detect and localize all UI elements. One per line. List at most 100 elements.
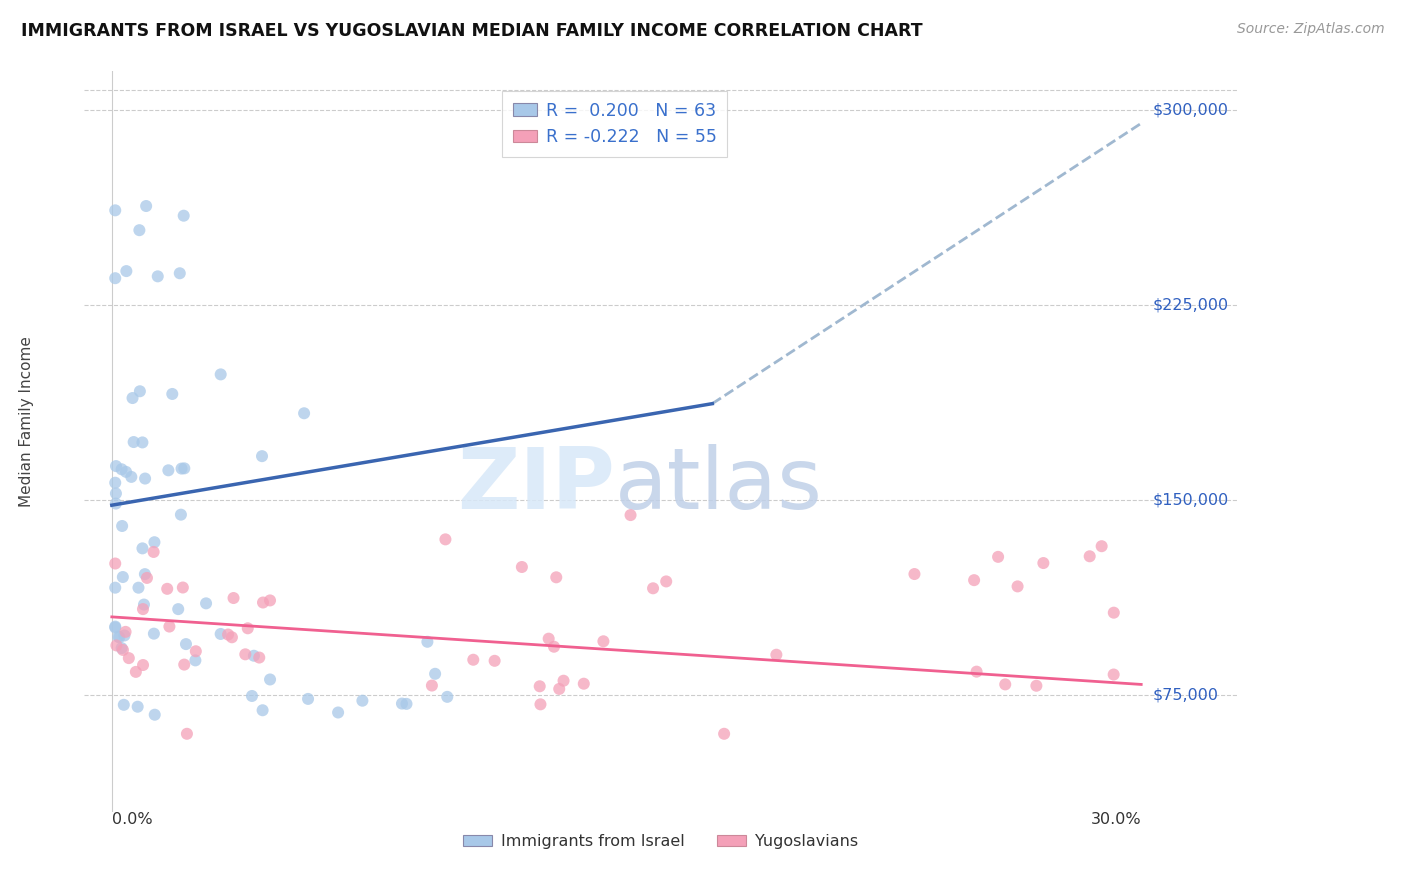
Point: [217, 627, 239, 641]
Point: [104, 621, 127, 635]
Text: Source: ZipAtlas.com: Source: ZipAtlas.com: [1237, 22, 1385, 37]
Point: [104, 581, 127, 595]
Point: [233, 648, 256, 662]
Point: [434, 533, 457, 547]
Point: [297, 692, 319, 706]
Point: [252, 595, 274, 609]
Point: [142, 626, 165, 640]
Point: [987, 549, 1010, 564]
Point: [157, 619, 180, 633]
Point: [134, 471, 156, 485]
Point: [619, 508, 641, 522]
Point: [162, 387, 184, 401]
Point: [120, 470, 142, 484]
Point: [127, 581, 149, 595]
Point: [108, 630, 131, 644]
Point: [537, 632, 560, 646]
Point: [111, 643, 134, 657]
Point: [136, 571, 159, 585]
Point: [391, 697, 413, 711]
Point: [420, 679, 443, 693]
Point: [112, 698, 135, 712]
Point: [963, 573, 986, 587]
Point: [104, 619, 127, 633]
Point: [169, 266, 191, 280]
Point: [125, 665, 148, 679]
Point: [105, 459, 128, 474]
Text: $225,000: $225,000: [1153, 298, 1229, 313]
Point: [118, 651, 141, 665]
Point: [423, 666, 446, 681]
Point: [243, 648, 266, 663]
Point: [1007, 579, 1029, 593]
Point: [195, 596, 218, 610]
Text: IMMIGRANTS FROM ISRAEL VS YUGOSLAVIAN MEDIAN FAMILY INCOME CORRELATION CHART: IMMIGRANTS FROM ISRAEL VS YUGOSLAVIAN ME…: [21, 22, 922, 40]
Point: [128, 384, 150, 399]
Point: [114, 624, 136, 639]
Point: [463, 653, 485, 667]
Point: [142, 545, 165, 559]
Point: [966, 665, 988, 679]
Point: [110, 462, 132, 476]
Point: [184, 653, 207, 667]
Point: [240, 689, 263, 703]
Point: [236, 621, 259, 635]
Point: [111, 519, 134, 533]
Point: [209, 627, 232, 641]
Point: [1102, 606, 1125, 620]
Point: [1078, 549, 1101, 564]
Point: [131, 435, 153, 450]
Point: [128, 223, 150, 237]
Point: [209, 368, 232, 382]
Point: [510, 560, 533, 574]
Point: [107, 630, 129, 644]
Text: $300,000: $300,000: [1153, 103, 1229, 118]
Point: [221, 630, 243, 644]
Point: [546, 570, 568, 584]
Point: [529, 679, 551, 693]
Point: [135, 199, 157, 213]
Text: 0.0%: 0.0%: [112, 812, 152, 827]
Point: [247, 650, 270, 665]
Point: [416, 634, 439, 648]
Point: [184, 644, 207, 658]
Legend: Immigrants from Israel, Yugoslavians: Immigrants from Israel, Yugoslavians: [457, 828, 865, 855]
Point: [1032, 556, 1054, 570]
Point: [543, 640, 565, 654]
Point: [105, 639, 128, 653]
Point: [292, 406, 315, 420]
Point: [529, 698, 551, 712]
Point: [548, 681, 571, 696]
Point: [994, 677, 1017, 691]
Text: Median Family Income: Median Family Income: [18, 336, 34, 508]
Point: [765, 648, 787, 662]
Point: [173, 461, 195, 475]
Point: [172, 581, 194, 595]
Point: [222, 591, 245, 605]
Point: [131, 541, 153, 556]
Point: [104, 475, 127, 490]
Point: [259, 673, 281, 687]
Point: [104, 557, 127, 571]
Point: [121, 391, 143, 405]
Point: [157, 463, 180, 477]
Point: [134, 567, 156, 582]
Point: [127, 699, 149, 714]
Point: [170, 508, 193, 522]
Point: [167, 602, 190, 616]
Point: [146, 269, 169, 284]
Point: [176, 727, 198, 741]
Point: [111, 641, 134, 656]
Point: [641, 582, 664, 596]
Text: 30.0%: 30.0%: [1091, 812, 1142, 827]
Point: [1025, 679, 1047, 693]
Text: atlas: atlas: [614, 444, 823, 527]
Point: [104, 203, 127, 218]
Point: [352, 694, 374, 708]
Point: [173, 209, 195, 223]
Point: [156, 582, 179, 596]
Point: [132, 658, 155, 673]
Point: [143, 707, 166, 722]
Point: [104, 497, 127, 511]
Point: [132, 598, 155, 612]
